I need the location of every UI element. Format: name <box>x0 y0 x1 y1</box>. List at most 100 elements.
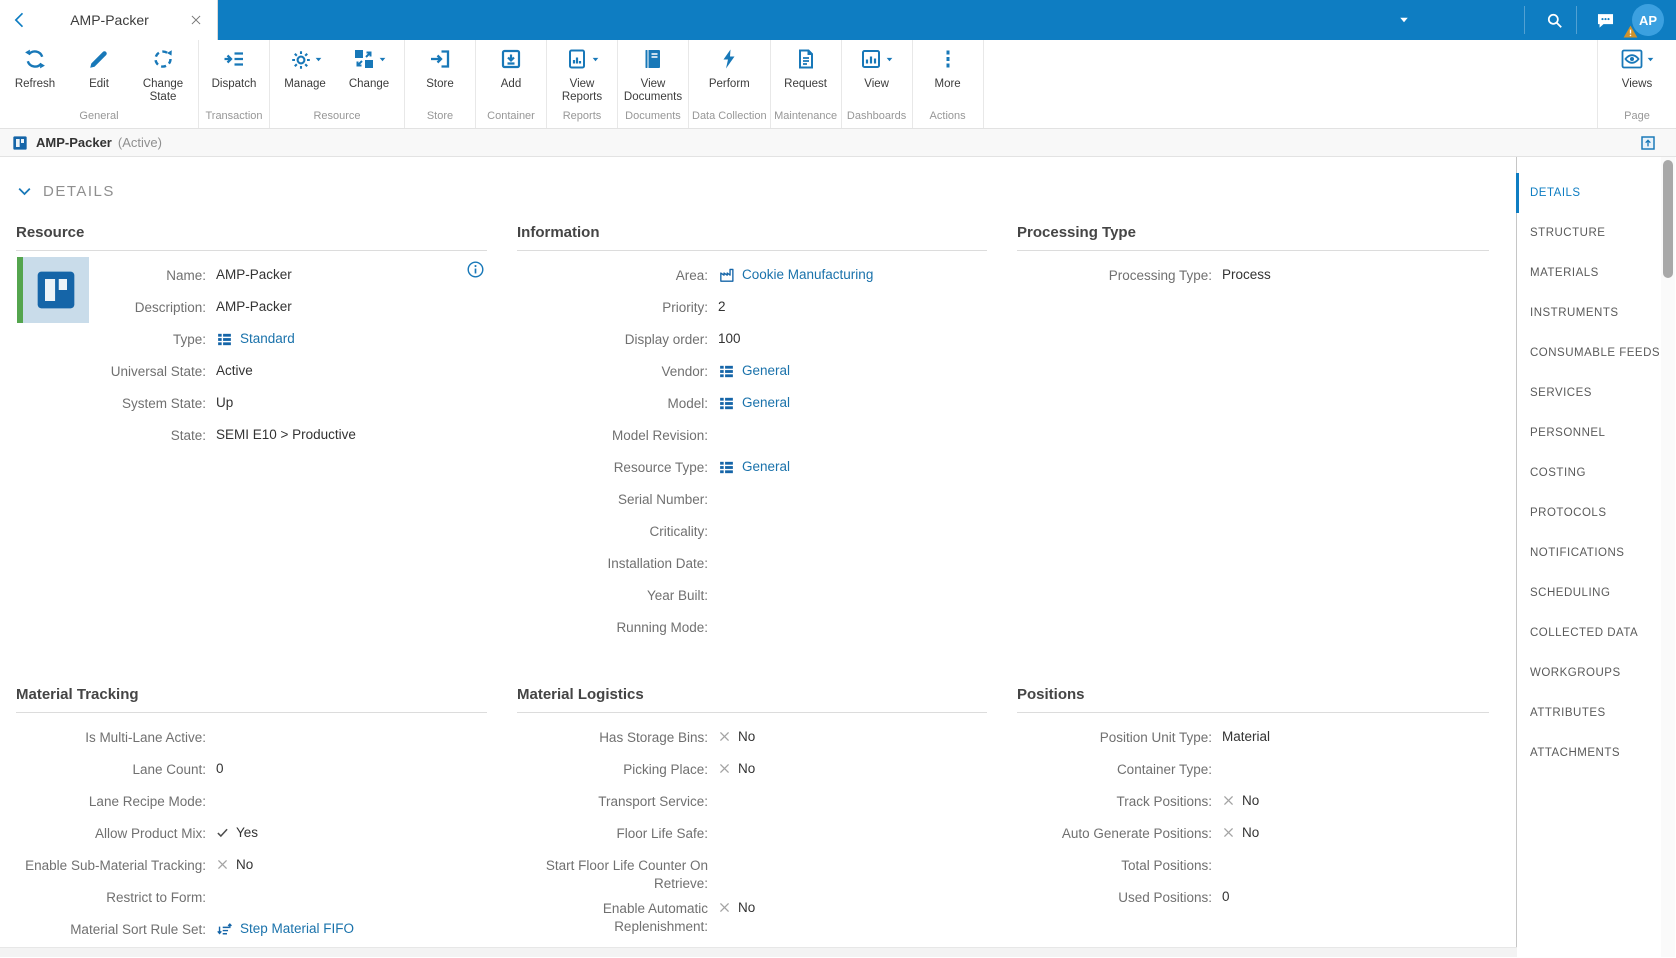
sidebar-item-costing[interactable]: COSTING <box>1530 467 1586 479</box>
toolbar-group-name: Reports <box>562 110 602 122</box>
toolbar-group-dashboards: View Dashboards <box>842 40 913 128</box>
popout-icon[interactable] <box>1640 135 1656 151</box>
close-icon[interactable] <box>189 13 203 27</box>
area-link[interactable]: Cookie Manufacturing <box>742 267 874 282</box>
toolbar-button-request[interactable]: Request <box>774 45 838 107</box>
section-resource: Resource Name: AMP-Packer Description: A… <box>16 224 487 644</box>
sidebar-item-services[interactable]: SERVICES <box>1530 387 1592 399</box>
field-value: 2 <box>718 292 726 324</box>
toolbar-button-more[interactable]: More <box>916 45 980 107</box>
toolbar-button-store[interactable]: Store <box>408 45 472 107</box>
field-floor-life-safe: Floor Life Safe: <box>517 818 987 850</box>
section-material-logistics: Material Logistics Has Storage Bins: No … <box>517 686 987 946</box>
sidebar-item-attributes[interactable]: ATTRIBUTES <box>1530 707 1606 719</box>
caret-down-icon[interactable] <box>1398 14 1410 26</box>
toolbar-button-change[interactable]: Change <box>337 45 401 107</box>
caret-down-icon <box>591 55 600 64</box>
page-section-nav: DETAILS STRUCTURE MATERIALS INSTRUMENTS CONS… <box>1516 157 1661 957</box>
ribbon-toolbar: Refresh Edit Change State General Dispatch Tr… <box>0 40 1676 129</box>
field-allow-product-mix: Allow Product Mix: Yes <box>16 818 487 850</box>
sidebar-item-consumable-feeds[interactable]: CONSUMABLE FEEDS <box>1530 347 1661 359</box>
toolbar-button-view[interactable]: View <box>845 45 909 107</box>
toolbar-group-name: Container <box>487 110 535 122</box>
toolbar-button-edit[interactable]: Edit <box>67 45 131 107</box>
field-year-built: Year Built: <box>517 580 987 612</box>
field-value[interactable]: Cookie Manufacturing <box>718 260 873 292</box>
sidebar-item-details[interactable]: DETAILS <box>1516 173 1661 213</box>
cross-icon <box>216 858 229 871</box>
sidebar-item-scheduling[interactable]: SCHEDULING <box>1530 587 1611 599</box>
chevron-left-icon[interactable] <box>10 10 30 30</box>
field-value: No <box>216 850 253 882</box>
resource-icon <box>34 268 78 312</box>
field-value: Active <box>216 356 253 388</box>
toolbar-button-label: Perform <box>708 78 750 90</box>
field-lane-recipe-mode: Lane Recipe Mode: <box>16 786 487 818</box>
toolbar-group-name: Store <box>426 110 454 122</box>
field-label: Enable Sub-Material Tracking: <box>25 858 206 873</box>
resource-type-link[interactable]: General <box>742 459 791 474</box>
sidebar-item-protocols[interactable]: PROTOCOLS <box>1530 507 1607 519</box>
pencil-icon <box>87 47 111 71</box>
sidebar-item-instruments[interactable]: INSTRUMENTS <box>1530 307 1619 319</box>
toolbar-button-view-reports[interactable]: View Reports <box>550 45 614 107</box>
model-link[interactable]: General <box>742 395 791 410</box>
horizontal-scrollbar[interactable] <box>0 947 1517 957</box>
change-swap-icon <box>352 47 376 71</box>
manage-gear-icon <box>288 47 312 71</box>
open-tab[interactable]: AMP-Packer <box>0 0 218 40</box>
field-label: Has Storage Bins: <box>599 730 708 745</box>
sidebar-item-notifications[interactable]: NOTIFICATIONS <box>1530 547 1625 559</box>
document-icon <box>641 47 665 71</box>
user-avatar[interactable]: AP <box>1623 4 1664 38</box>
toolbar-button-label: Store <box>426 78 454 90</box>
field-value-text: AMP-Packer <box>216 267 292 282</box>
scrollbar-thumb[interactable] <box>1663 160 1673 278</box>
entity-state: (Active) <box>117 135 162 150</box>
caret-down-icon <box>314 55 323 64</box>
sidebar-item-personnel[interactable]: PERSONNEL <box>1530 427 1606 439</box>
toolbar-group-name: Dashboards <box>846 110 907 122</box>
section-title: Material Logistics <box>517 686 987 713</box>
field-value[interactable]: General <box>718 356 790 388</box>
change-state-icon <box>151 47 175 71</box>
field-label: Universal State: <box>110 364 206 379</box>
toolbar-button-label: Change State <box>142 78 184 103</box>
info-icon[interactable] <box>466 260 485 279</box>
toolbar-button-label: Views <box>1621 78 1653 90</box>
field-value[interactable]: Step Material FIFO <box>216 914 354 946</box>
material-sort-rule-set-link[interactable]: Step Material FIFO <box>240 921 355 936</box>
field-value[interactable]: General <box>718 388 790 420</box>
sidebar-item-collected-data[interactable]: COLLECTED DATA <box>1530 627 1639 639</box>
toolbar-button-perform[interactable]: Perform <box>697 45 761 107</box>
dispatch-icon <box>222 47 246 71</box>
toolbar-button-refresh[interactable]: Refresh <box>3 45 67 107</box>
sidebar-item-structure[interactable]: STRUCTURE <box>1530 227 1606 239</box>
sidebar-item-attachments[interactable]: ATTACHMENTS <box>1530 747 1621 759</box>
toolbar-button-add[interactable]: Add <box>479 45 543 107</box>
toolbar-group-data-collection: Perform Data Collection <box>689 40 771 128</box>
field-value-text: No <box>236 857 254 872</box>
sections-row-1: Resource Name: AMP-Packer Description: A… <box>16 224 1489 644</box>
messages-icon[interactable] <box>1596 11 1615 30</box>
field-value-text: 2 <box>718 299 726 314</box>
vendor-link[interactable]: General <box>742 363 791 378</box>
toolbar-button-label: More <box>934 78 961 90</box>
toolbar-button-manage[interactable]: Manage <box>273 45 337 107</box>
toolbar-button-dispatch[interactable]: Dispatch <box>202 45 266 107</box>
field-label: Name: <box>166 268 206 283</box>
toolbar-button-views[interactable]: Views <box>1605 45 1669 107</box>
field-display-order: Display order: 100 <box>517 324 987 356</box>
field-label: Type: <box>172 332 206 347</box>
field-value[interactable]: Standard <box>216 324 295 356</box>
search-icon[interactable] <box>1545 11 1564 30</box>
field-value[interactable]: General <box>718 452 790 484</box>
toolbar-button-view-documents[interactable]: View Documents <box>621 45 685 107</box>
sidebar-item-workgroups[interactable]: WORKGROUPS <box>1530 667 1621 679</box>
type-link[interactable]: Standard <box>240 331 295 346</box>
details-collapse-header[interactable]: DETAILS <box>16 183 115 200</box>
sidebar-item-materials[interactable]: MATERIALS <box>1530 267 1599 279</box>
field-value: No <box>1222 786 1259 818</box>
field-label: Restrict to Form: <box>106 890 206 905</box>
toolbar-button-change-state[interactable]: Change State <box>131 45 195 107</box>
